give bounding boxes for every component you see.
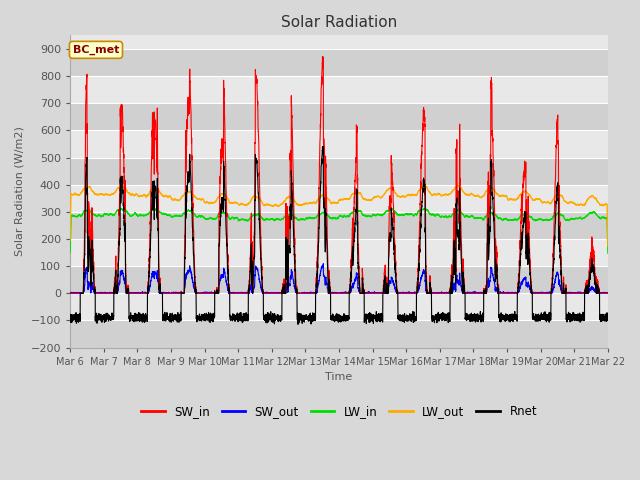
Bar <box>70 49 608 76</box>
Title: Solar Radiation: Solar Radiation <box>281 15 397 30</box>
Bar <box>70 293 608 321</box>
Legend: SW_in, SW_out, LW_in, LW_out, Rnet: SW_in, SW_out, LW_in, LW_out, Rnet <box>136 400 542 423</box>
X-axis label: Time: Time <box>325 372 353 382</box>
Bar <box>70 212 608 239</box>
Bar <box>70 239 608 266</box>
Bar <box>70 185 608 212</box>
Bar <box>70 157 608 185</box>
Bar <box>70 321 608 348</box>
Text: BC_met: BC_met <box>73 45 119 55</box>
Bar <box>70 76 608 103</box>
Bar <box>70 266 608 293</box>
Y-axis label: Solar Radiation (W/m2): Solar Radiation (W/m2) <box>15 127 25 256</box>
Bar <box>70 103 608 131</box>
Bar <box>70 131 608 157</box>
